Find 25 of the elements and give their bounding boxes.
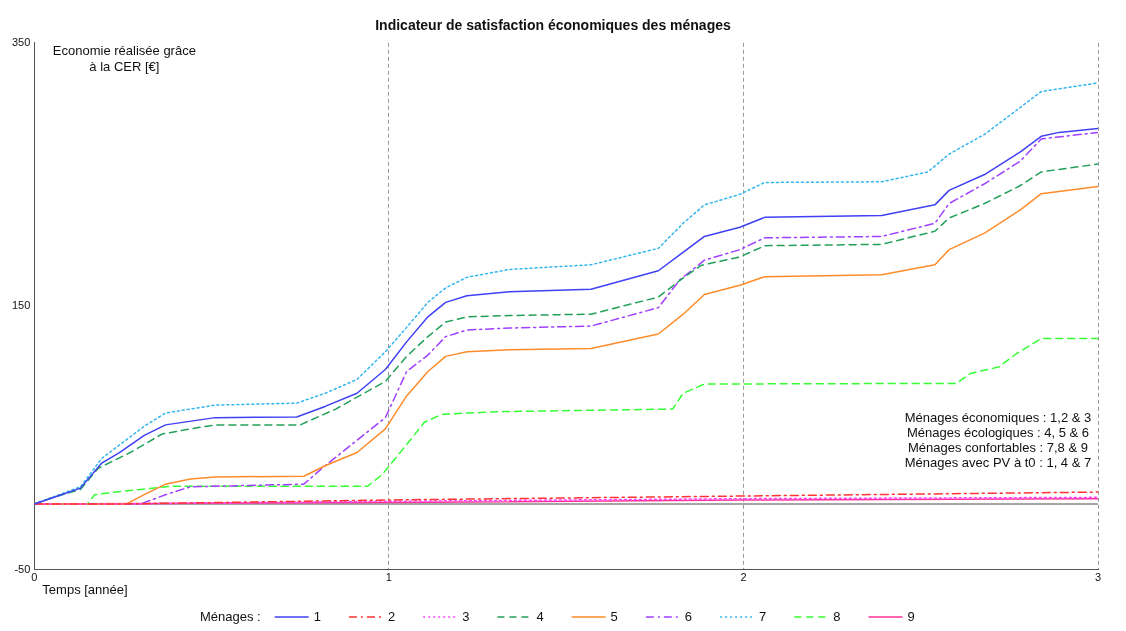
annotation: Ménages économiques : 1,2 & 3 bbox=[904, 409, 1092, 425]
y-axis-title: Economie réalisée grâce à la CER [€] bbox=[52, 42, 196, 74]
legend-label: 2 bbox=[387, 608, 396, 624]
x-tick-label: 0 bbox=[31, 571, 38, 584]
y-tick-label: -50 bbox=[14, 562, 31, 575]
legend-label: 9 bbox=[907, 608, 915, 624]
legend-label: 7 bbox=[759, 608, 767, 624]
y-tick-label: 150 bbox=[11, 299, 31, 312]
x-tick-label: 1 bbox=[385, 571, 392, 584]
legend-label: 3 bbox=[462, 608, 470, 624]
line-series bbox=[34, 491, 1098, 505]
legend-label: 8 bbox=[833, 608, 841, 624]
x-tick-label: 2 bbox=[740, 571, 747, 584]
legend-title: Ménages : bbox=[200, 608, 261, 624]
y-tick-label: 350 bbox=[11, 35, 31, 48]
legend-label: 6 bbox=[684, 608, 693, 624]
annotation: Ménages écologiques : 4, 5 & 6 bbox=[906, 424, 1090, 440]
annotation: Ménages confortables : 7,8 & 9 bbox=[908, 439, 1088, 455]
x-tick-label: 3 bbox=[1094, 571, 1102, 584]
chart-title: Indicateur de satisfaction économiques des ménages bbox=[375, 17, 731, 34]
legend-label: 5 bbox=[610, 608, 618, 624]
annotation: Ménages avec PV à t0 : 1, 4 & 7 bbox=[904, 454, 1092, 470]
legend-label: 4 bbox=[536, 608, 544, 624]
x-axis-title: Temps [année] bbox=[42, 581, 128, 597]
legend-label: 1 bbox=[313, 608, 321, 624]
